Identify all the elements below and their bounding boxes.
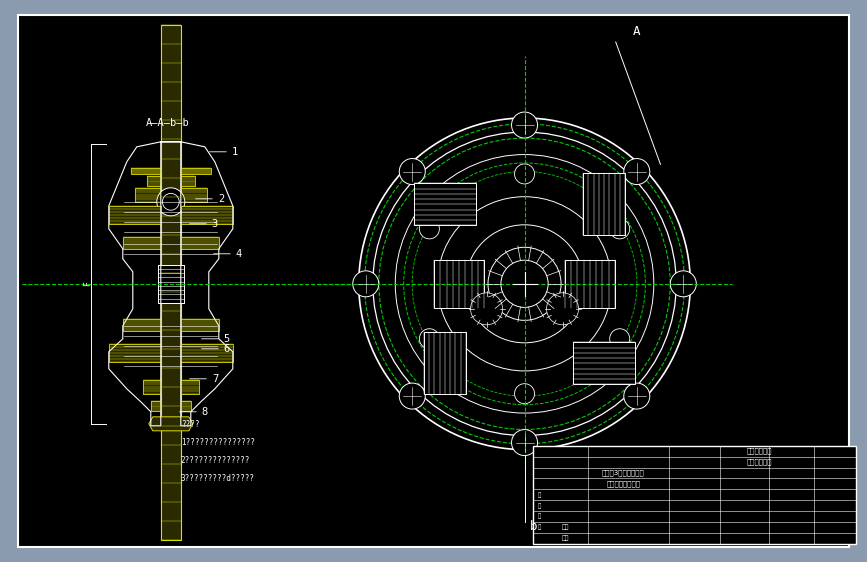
Circle shape <box>400 158 426 184</box>
Text: 1???????????????: 1??????????????? <box>181 438 255 447</box>
Circle shape <box>512 112 538 138</box>
Bar <box>181 344 233 362</box>
Text: 机械工程学院: 机械工程学院 <box>746 459 772 465</box>
Bar <box>181 168 211 174</box>
Bar <box>134 188 160 202</box>
Text: A—A—b—b: A—A—b—b <box>146 118 190 128</box>
Bar <box>158 265 184 303</box>
Polygon shape <box>434 260 484 308</box>
Bar <box>147 176 160 186</box>
Polygon shape <box>573 342 636 384</box>
Circle shape <box>359 118 690 450</box>
Bar <box>181 188 207 202</box>
Circle shape <box>395 155 654 413</box>
Circle shape <box>488 247 561 320</box>
Circle shape <box>466 225 583 343</box>
Circle shape <box>420 219 440 239</box>
Bar <box>181 319 218 331</box>
Bar <box>181 380 199 394</box>
Bar <box>131 168 160 174</box>
Text: 1: 1 <box>210 147 238 157</box>
Text: 3?????????d?????: 3?????????d????? <box>181 474 255 483</box>
Bar <box>533 446 856 544</box>
Text: 马自达3轿车膜片弹簧: 马自达3轿车膜片弹簧 <box>603 470 645 476</box>
Circle shape <box>610 329 629 349</box>
Circle shape <box>514 384 535 404</box>
Text: 6: 6 <box>201 344 230 354</box>
Circle shape <box>514 164 535 184</box>
Circle shape <box>471 293 503 325</box>
Polygon shape <box>414 183 476 225</box>
Circle shape <box>512 429 538 456</box>
Text: 离合器从动盘总成: 离合器从动盘总成 <box>607 481 641 487</box>
Text: 审: 审 <box>538 503 542 509</box>
Circle shape <box>623 383 649 409</box>
Circle shape <box>610 219 629 239</box>
Bar <box>108 206 160 224</box>
Bar <box>151 401 160 411</box>
Bar <box>181 401 191 411</box>
Bar <box>181 176 195 186</box>
Bar <box>181 237 218 249</box>
Circle shape <box>353 271 379 297</box>
Bar <box>160 25 181 540</box>
Circle shape <box>162 193 179 210</box>
Text: 7: 7 <box>190 374 218 384</box>
Bar <box>123 237 160 249</box>
Bar <box>123 319 160 331</box>
Polygon shape <box>149 417 192 431</box>
Polygon shape <box>565 260 615 308</box>
Circle shape <box>373 132 676 436</box>
Circle shape <box>623 158 649 184</box>
Text: 4: 4 <box>213 249 242 259</box>
Text: 8: 8 <box>179 407 208 417</box>
Circle shape <box>400 383 426 409</box>
Text: 华中科技大学: 华中科技大学 <box>746 448 772 455</box>
Circle shape <box>670 271 696 297</box>
Text: 5: 5 <box>201 334 230 344</box>
Bar <box>108 344 160 362</box>
Polygon shape <box>583 173 625 235</box>
Text: 2: 2 <box>196 194 224 204</box>
Text: 设: 设 <box>538 525 542 531</box>
Bar <box>143 380 160 394</box>
Text: 2??????????????: 2?????????????? <box>181 456 251 465</box>
Text: 比例: 比例 <box>562 525 570 531</box>
Text: b: b <box>530 520 537 533</box>
Circle shape <box>546 293 578 325</box>
Text: 3: 3 <box>190 219 218 229</box>
Polygon shape <box>424 332 466 395</box>
Circle shape <box>438 197 611 371</box>
Circle shape <box>501 260 548 307</box>
Text: 制图: 制图 <box>562 536 570 541</box>
Text: 校: 校 <box>538 514 542 519</box>
Text: 批: 批 <box>538 492 542 497</box>
Text: A: A <box>632 25 640 38</box>
Circle shape <box>157 188 185 216</box>
Text: F: F <box>83 282 92 286</box>
Bar <box>181 206 233 224</box>
Circle shape <box>420 329 440 349</box>
Text: ????: ???? <box>181 420 199 429</box>
